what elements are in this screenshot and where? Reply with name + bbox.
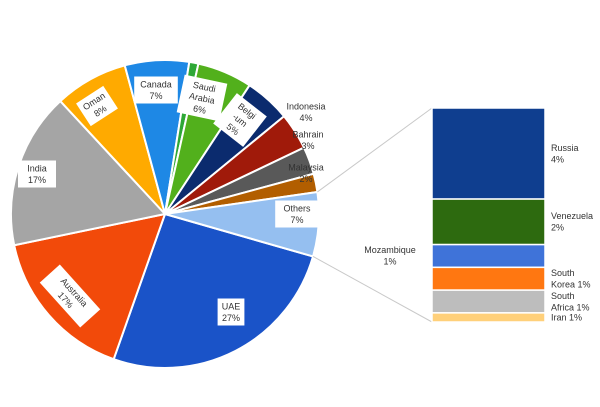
bar-segment [431, 243, 546, 269]
pie-label-text: 27% [222, 313, 240, 323]
label-background [217, 298, 245, 326]
pie-label-text: Saudi [192, 80, 217, 95]
bar-data-label: Venezuela 2% [551, 211, 593, 233]
pie-label-text: 17% [28, 175, 46, 185]
bar-label-text: Africa 1% [551, 302, 590, 312]
pie-label-text: 7% [149, 91, 162, 101]
pie-label-text: Indonesia [286, 102, 325, 112]
pie-label-text: 2% [299, 174, 312, 184]
connector-line-bottom [312, 256, 433, 323]
pie-label-text: Bahrain [292, 130, 323, 140]
bar-segment [431, 107, 546, 200]
connector-line-top [317, 107, 433, 193]
pie-label-text: Others [283, 204, 311, 214]
bar-label-text: Korea 1% [551, 279, 591, 289]
label-background [275, 200, 319, 228]
bar-label-text: South [551, 291, 575, 301]
bar-segment [431, 312, 546, 323]
bar-label-text: 1% [383, 257, 396, 267]
label-background [213, 93, 267, 147]
label-background [76, 85, 118, 127]
pie-label-text: UAE [222, 302, 241, 312]
connector-lines [312, 107, 433, 323]
bar-segment [431, 266, 546, 291]
bar-segment [431, 289, 546, 314]
pie-label-text: India [27, 164, 47, 174]
pie-slice [13, 212, 167, 361]
label-background [176, 74, 228, 122]
label-background [39, 264, 101, 328]
pie-label-text: 4% [299, 113, 312, 123]
label-background [18, 160, 56, 188]
pie-label-text: Malaysia [288, 163, 324, 173]
bar-label-text: Russia [551, 143, 579, 153]
stacked-bar [431, 107, 546, 323]
pie-label-text: 7% [290, 215, 303, 225]
bar-label-text: Mozambique [364, 245, 416, 255]
pie-label-text: 3% [301, 141, 314, 151]
bar-label-text: Venezuela [551, 211, 593, 221]
bar-label-text: South [551, 268, 575, 278]
pie-slice [112, 212, 315, 369]
label-background [134, 76, 178, 104]
bar-label-text: Iran 1% [551, 312, 582, 322]
pie-label-text: Canada [140, 80, 172, 90]
pie-data-label: Belgi-um5% [213, 93, 267, 147]
data-labels: UAE27%Australia17%India17%Oman8%Canada7%… [18, 74, 593, 328]
bar-data-label: Iran 1% [551, 312, 582, 322]
bar-data-label: Mozambique 1% [364, 245, 416, 267]
bar-label-text: 4% [551, 154, 564, 164]
pie-label-text: 6% [192, 103, 207, 115]
bar-segment [431, 198, 546, 246]
bar-label-text: 2% [551, 223, 564, 233]
pie [10, 59, 320, 369]
